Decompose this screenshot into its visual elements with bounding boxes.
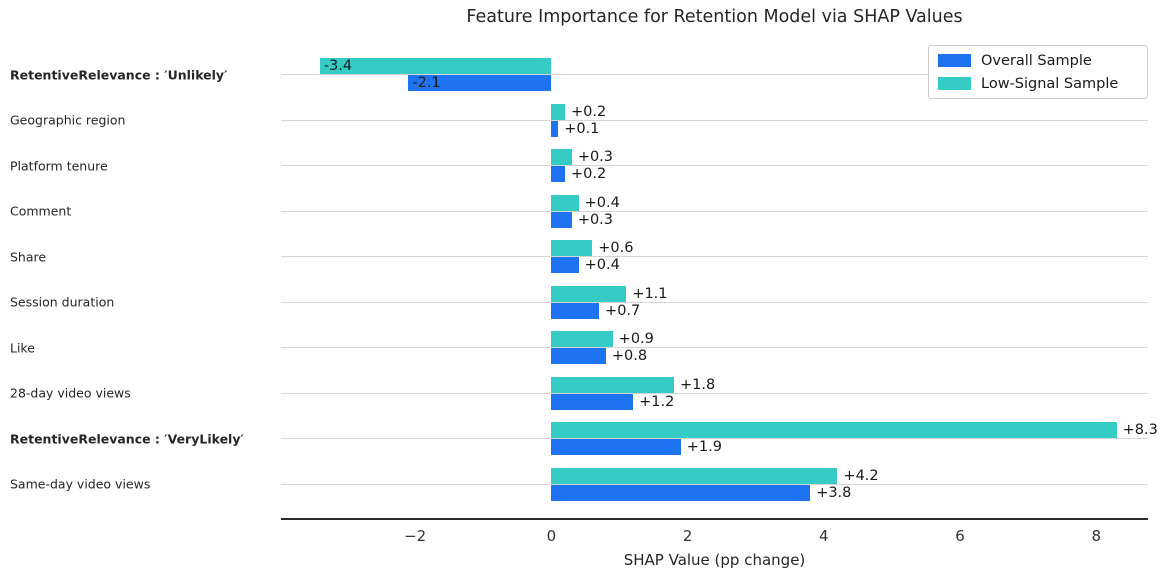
x-axis-spine — [281, 518, 1148, 520]
bar-overall-sample — [551, 120, 559, 137]
category-label: Geographic region — [10, 112, 126, 128]
bar-low-signal-sample — [319, 58, 552, 74]
bar-value-label: +0.6 — [598, 239, 634, 256]
category-label: Platform tenure — [10, 158, 108, 174]
gridline — [281, 256, 1148, 258]
bar-value-label: +3.8 — [816, 484, 852, 501]
x-tick-label: 6 — [955, 527, 965, 545]
category-label: 28-day video views — [10, 385, 131, 401]
category-label: RetentiveRelevance : ′Unlikely′ — [10, 67, 228, 82]
bar-value-label: +0.3 — [577, 211, 614, 228]
bar-overall-sample — [551, 211, 572, 228]
bar-value-label: +8.3 — [1122, 421, 1158, 438]
bar-value-label: +4.2 — [843, 467, 879, 484]
category-label: Share — [10, 249, 47, 265]
bar-value-label: +0.9 — [618, 330, 654, 347]
bar-value-label: +0.4 — [584, 256, 620, 273]
bar-overall-sample — [551, 439, 681, 456]
x-tick-label: 0 — [546, 527, 557, 545]
legend-label-low-signal-sample: Low-Signal Sample — [981, 75, 1119, 92]
bar-value-label: +0.2 — [571, 165, 607, 182]
bar-overall-sample — [551, 348, 606, 365]
legend-swatch-overall-icon — [938, 54, 971, 67]
legend-entry-overall-sample: Overall Sample — [938, 53, 1147, 69]
chart-title: Feature Importance for Retention Model v… — [466, 7, 963, 27]
bar-low-signal-sample — [551, 285, 627, 302]
bar-low-signal-sample — [551, 422, 1117, 439]
bar-value-label: +0.2 — [571, 103, 607, 120]
bar-low-signal-sample — [551, 331, 613, 348]
legend: Overall Sample Low-Signal Sample — [928, 45, 1148, 99]
category-label: Session duration — [10, 294, 115, 310]
bar-low-signal-sample — [551, 149, 572, 166]
bar-overall-sample — [551, 257, 579, 274]
bar-value-label: +1.8 — [679, 376, 716, 393]
bar-value-label: +0.8 — [611, 347, 648, 364]
bar-overall-sample — [551, 302, 600, 319]
gridline — [281, 210, 1148, 212]
x-tick-label: −2 — [404, 527, 427, 545]
bar-value-label: -3.4 — [323, 57, 353, 74]
category-label: Comment — [10, 203, 72, 219]
gridline — [281, 301, 1148, 303]
legend-swatch-low-signal-icon — [938, 77, 971, 90]
x-tick-label: 8 — [1091, 527, 1102, 545]
bar-overall-sample — [551, 484, 811, 501]
bar-value-label: +0.7 — [605, 302, 641, 319]
bar-value-label: +0.1 — [564, 120, 600, 137]
bar-overall-sample — [408, 75, 552, 91]
category-label: RetentiveRelevance : ′VeryLikely′ — [10, 431, 244, 447]
x-tick-label: 4 — [819, 527, 829, 545]
gridline — [281, 119, 1148, 121]
bar-value-label: +0.4 — [584, 194, 620, 211]
bar-low-signal-sample — [551, 376, 674, 393]
gridline — [281, 165, 1148, 167]
legend-entry-low-signal-sample: Low-Signal Sample — [938, 76, 1147, 92]
gridline — [281, 438, 1148, 440]
bar-value-label: +0.3 — [577, 148, 614, 165]
bar-low-signal-sample — [551, 240, 593, 257]
category-label: Same-day video views — [10, 476, 151, 492]
legend-label-overall-sample: Overall Sample — [981, 52, 1092, 69]
bar-low-signal-sample — [551, 467, 838, 484]
x-axis-label: SHAP Value (pp change) — [623, 551, 806, 569]
gridline — [281, 347, 1148, 349]
category-label: Like — [10, 340, 35, 356]
gridline — [281, 74, 1148, 75]
bar-value-label: +1.1 — [632, 285, 668, 302]
bar-value-label: +1.2 — [639, 393, 675, 410]
bar-value-label: +1.9 — [686, 438, 722, 455]
gridline — [281, 483, 1148, 485]
gridline — [281, 392, 1148, 394]
bar-low-signal-sample — [551, 103, 565, 120]
bar-low-signal-sample — [551, 194, 579, 211]
bar-overall-sample — [551, 393, 634, 410]
bar-value-label: -2.1 — [412, 74, 441, 91]
bar-overall-sample — [551, 166, 565, 183]
x-tick-label: 2 — [682, 527, 693, 545]
